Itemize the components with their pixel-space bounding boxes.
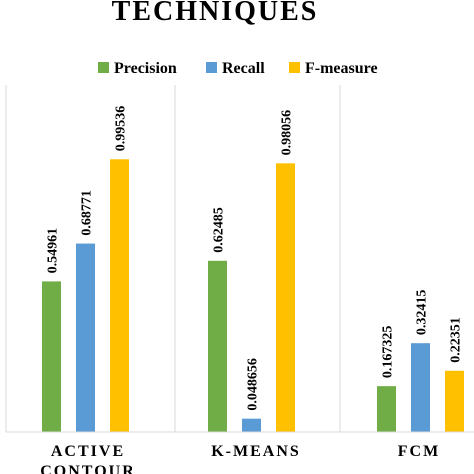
data-label: 0.68771	[80, 190, 95, 236]
bar	[411, 343, 430, 432]
legend-label: F-measure	[305, 60, 378, 77]
data-label: 0.048656	[246, 358, 261, 411]
legend-label: Recall	[222, 60, 265, 77]
data-label: 0.98056	[280, 110, 295, 156]
bar	[445, 370, 464, 432]
data-label: 0.22351	[449, 317, 464, 363]
legend-label: Precision	[114, 60, 177, 77]
legend-swatch-recall	[206, 62, 217, 73]
data-label: 0.99536	[114, 106, 129, 152]
bar	[276, 163, 295, 433]
legend-swatch-precision	[98, 62, 109, 73]
category-label: CONTOUR	[40, 463, 136, 474]
legend-swatch-f-measure	[289, 62, 300, 73]
bar	[208, 260, 227, 432]
category-label: FCM	[398, 443, 440, 460]
category-label: ACTIVE	[51, 443, 125, 460]
bar	[242, 418, 261, 432]
data-label: 0.54961	[46, 228, 61, 274]
data-label: 0.167325	[381, 326, 396, 379]
bar	[76, 243, 95, 432]
bars	[42, 159, 464, 433]
bar	[377, 386, 396, 432]
category-label: K-MEANS	[211, 443, 301, 460]
category-separators	[5, 85, 341, 432]
legend: Precision Recall F-measure	[98, 60, 378, 77]
chart-title: TECHNIQUES	[112, 0, 319, 27]
bar	[42, 281, 61, 432]
value-labels: 0.54961 0.68771 0.99536 0.62485 0.048656 0.98…	[46, 106, 464, 411]
data-label: 0.32415	[415, 290, 430, 336]
category-labels: ACTIVE CONTOUR K-MEANS FCM	[40, 443, 440, 474]
data-label: 0.62485	[212, 207, 227, 253]
bar	[110, 159, 129, 432]
